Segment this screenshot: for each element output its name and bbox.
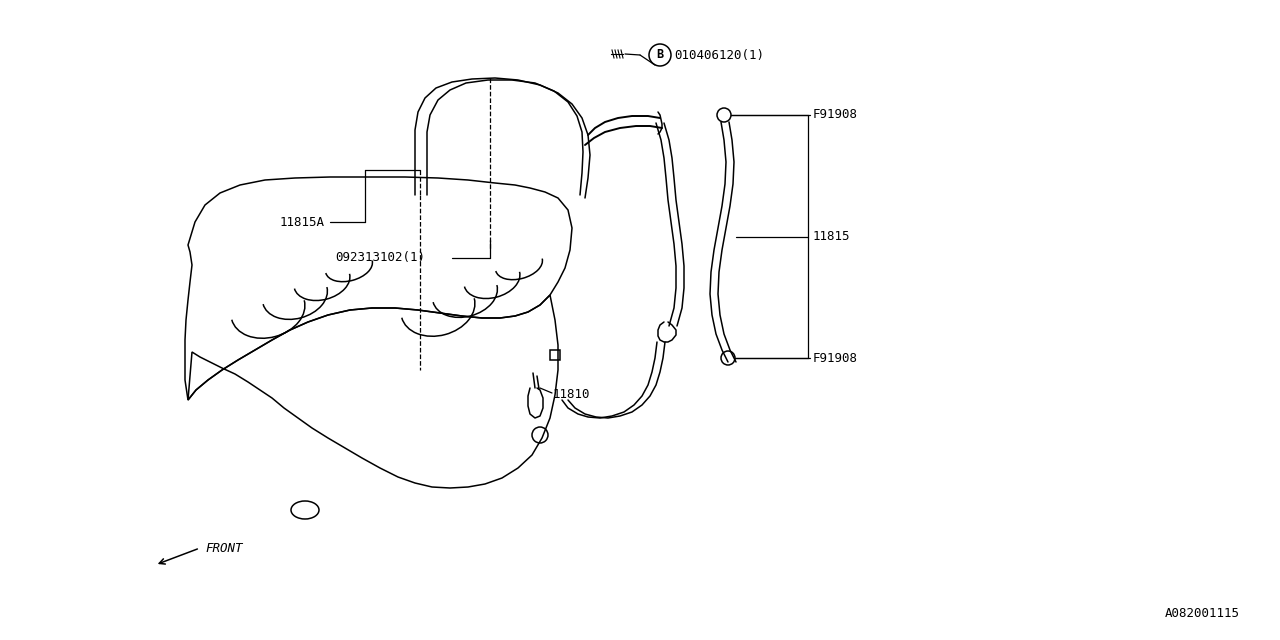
Text: 092313102(1): 092313102(1) <box>335 252 425 264</box>
Text: A082001115: A082001115 <box>1165 607 1240 620</box>
Text: 11810: 11810 <box>553 388 590 401</box>
Text: 010406120(1): 010406120(1) <box>675 49 764 61</box>
Text: FRONT: FRONT <box>205 541 242 554</box>
Text: 11815A: 11815A <box>280 216 325 228</box>
Text: F91908: F91908 <box>813 351 858 365</box>
Bar <box>550 350 561 360</box>
Text: F91908: F91908 <box>813 109 858 122</box>
Text: B: B <box>657 49 663 61</box>
Text: 11815: 11815 <box>813 230 850 243</box>
